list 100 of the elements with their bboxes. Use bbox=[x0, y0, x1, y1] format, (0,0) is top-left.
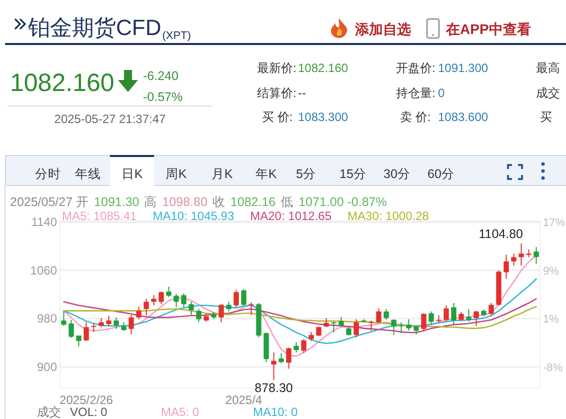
text: 收 bbox=[212, 195, 226, 209]
candlestick bbox=[474, 310, 479, 326]
y2-tick-label: 9% bbox=[543, 265, 560, 278]
text: VOL: 0 bbox=[70, 405, 108, 419]
y-tick-label: 1140 bbox=[31, 215, 58, 230]
candlestick bbox=[174, 293, 179, 308]
candlestick bbox=[451, 302, 456, 325]
text: 卖 价: bbox=[400, 110, 431, 124]
candlestick bbox=[144, 298, 149, 316]
candlestick bbox=[324, 318, 329, 328]
line-series bbox=[63, 278, 537, 344]
y2-tick-label: -8% bbox=[543, 362, 563, 374]
candlestick bbox=[398, 322, 404, 334]
candlestick bbox=[241, 288, 246, 306]
text: 30分 bbox=[384, 167, 410, 181]
text: 1082.160 bbox=[10, 69, 114, 97]
text: -6.240 bbox=[143, 69, 178, 83]
candlestick bbox=[406, 318, 412, 332]
candlestick bbox=[234, 289, 239, 308]
candlestick bbox=[114, 316, 119, 330]
text: 结算价: bbox=[257, 86, 296, 100]
text: 开盘价: bbox=[396, 61, 436, 75]
text: 5分 bbox=[296, 167, 316, 181]
candlestick bbox=[466, 308, 472, 322]
candlestick bbox=[376, 308, 382, 324]
text: MA10: 1045.93 bbox=[152, 209, 234, 223]
text: 1091.30 bbox=[94, 195, 140, 209]
candlestick bbox=[106, 315, 112, 328]
text: MA5: 1085.41 bbox=[62, 209, 138, 223]
candlestick bbox=[158, 291, 164, 305]
candlestick bbox=[278, 352, 284, 364]
candlestick bbox=[248, 302, 254, 316]
text: 成交 bbox=[536, 86, 560, 100]
annotation: 1104.80 bbox=[478, 227, 524, 241]
text: 买 bbox=[540, 110, 552, 124]
candlestick bbox=[286, 347, 292, 370]
y-tick-label: 900 bbox=[36, 360, 58, 374]
candlestick bbox=[196, 308, 202, 323]
candlestick bbox=[294, 342, 299, 353]
text: 60分 bbox=[428, 167, 454, 181]
candlestick bbox=[518, 242, 524, 266]
candlestick bbox=[166, 286, 172, 298]
text: 最新价: bbox=[257, 61, 296, 75]
candlestick bbox=[218, 304, 224, 323]
text: 年线 bbox=[75, 167, 101, 181]
candlestick bbox=[308, 331, 314, 342]
x-tick-label: 2025/4 bbox=[225, 393, 262, 407]
y-tick-label: 1060 bbox=[30, 263, 58, 278]
y-tick-label: 980 bbox=[36, 312, 58, 326]
text: 年K bbox=[255, 167, 278, 181]
text: 最高 bbox=[536, 61, 560, 75]
candlestick bbox=[76, 335, 82, 347]
text: 1083.600 bbox=[438, 110, 488, 124]
chart-title: 铂金期货CFD bbox=[27, 15, 162, 40]
text: 买 价: bbox=[262, 110, 293, 124]
text: 2025-05-27 21:37:47 bbox=[54, 112, 166, 126]
candlestick bbox=[511, 253, 516, 266]
text: -- bbox=[298, 86, 306, 100]
candlestick bbox=[436, 314, 442, 324]
candlestick bbox=[128, 314, 134, 335]
candlestick bbox=[391, 318, 396, 336]
text: 0 bbox=[438, 86, 445, 100]
text: 1082.16 bbox=[230, 195, 276, 209]
candlestick bbox=[226, 301, 232, 312]
candlestick bbox=[151, 294, 156, 306]
annotation: 878.30 bbox=[254, 380, 293, 395]
candlestick bbox=[421, 312, 426, 332]
chart-subtitle: (XPT) bbox=[162, 30, 191, 42]
candlestick bbox=[368, 320, 374, 332]
text: MA20: 1012.65 bbox=[250, 209, 332, 223]
candlestick bbox=[428, 310, 434, 325]
text: MA30: 1000.28 bbox=[348, 209, 430, 223]
text: 1098.80 bbox=[162, 195, 208, 209]
candlestick bbox=[488, 302, 494, 316]
text: 日K bbox=[121, 167, 144, 181]
text: 低 bbox=[280, 195, 294, 209]
text: -0.57% bbox=[143, 90, 183, 104]
text: 高 bbox=[144, 194, 158, 209]
candlestick bbox=[316, 326, 322, 337]
text: 月K bbox=[211, 167, 234, 181]
candlestick bbox=[188, 301, 194, 316]
text: 15分 bbox=[340, 167, 366, 181]
candlestick bbox=[301, 338, 306, 354]
candlestick bbox=[181, 292, 186, 308]
candlestick bbox=[136, 306, 142, 320]
text: MA5: 0 bbox=[161, 405, 200, 419]
text: 1071.00 -0.87% bbox=[298, 195, 387, 209]
text: 1083.300 bbox=[298, 110, 348, 124]
text: 周K bbox=[165, 167, 188, 181]
candlestick bbox=[338, 316, 344, 328]
candlestick bbox=[61, 310, 66, 326]
candlestick bbox=[331, 321, 336, 334]
text: 2025/05/27 开 bbox=[10, 195, 90, 209]
text: 添加自选 bbox=[354, 21, 411, 37]
x-tick-label: 2025/2/26 bbox=[60, 393, 114, 407]
text: 在APP中查看 bbox=[445, 21, 531, 37]
y2-tick-label: 1% bbox=[543, 314, 560, 326]
y2-tick-label: 17% bbox=[543, 217, 566, 230]
text: 1082.160 bbox=[298, 61, 348, 75]
candlestick bbox=[271, 352, 276, 380]
